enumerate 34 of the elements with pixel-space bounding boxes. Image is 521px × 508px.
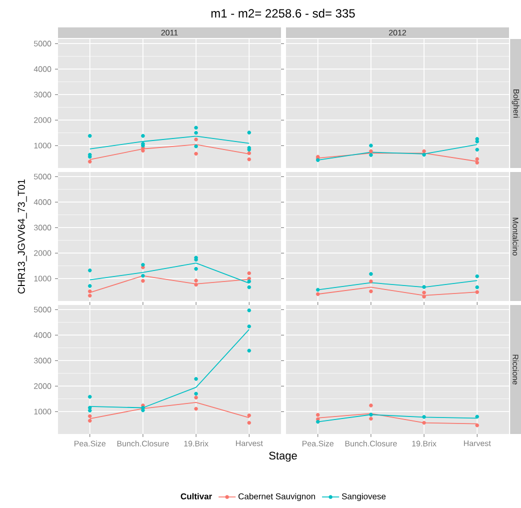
legend-label: Sangiovese <box>342 493 386 502</box>
chart-subtitle: 2011 <box>161 30 178 36</box>
y-tick-label: 4000 <box>34 332 52 338</box>
y-axis-title: CHR13_JGVV64_73_T01 <box>18 179 27 294</box>
legend-title: Cultivar <box>180 493 212 500</box>
y2-axis-title: Montalcino <box>512 218 519 256</box>
x-tick-label: Pea.Size <box>302 440 334 446</box>
x-tick-label: 19.Brix <box>184 440 208 446</box>
y-tick-label: 1000 <box>34 408 52 414</box>
legend-label: Cabernet Sauvignon <box>238 493 316 502</box>
y-tick-label: 4000 <box>34 66 52 72</box>
x-tick-label: Harvest <box>464 440 491 446</box>
x-tick-label: Pea.Size <box>74 440 106 446</box>
y-tick-label: 3000 <box>34 92 52 98</box>
y-tick-label: 3000 <box>34 224 52 230</box>
x-tick-label: 19.Brix <box>412 440 436 446</box>
x-axis-title: Stage <box>269 452 297 462</box>
chart-subtitle: 2012 <box>389 30 406 36</box>
y2-axis-title: Bolgheri <box>512 89 520 118</box>
x-tick-label: Harvest <box>236 440 263 446</box>
y-tick-label: 3000 <box>34 358 52 364</box>
y2-axis-title: Riccione <box>512 354 519 384</box>
y-tick-label: 5000 <box>34 174 52 180</box>
y-tick-label: 1000 <box>34 276 52 282</box>
x-tick-label: Bunch.Closure <box>345 440 397 446</box>
y-tick-label: 2000 <box>34 383 52 389</box>
y-tick-label: 5000 <box>34 306 52 312</box>
chart-title: m1 - m2= 2258.6 - sd= 335 <box>211 8 355 18</box>
y-tick-label: 1000 <box>34 142 52 148</box>
y-tick-label: 2000 <box>34 117 52 123</box>
x-tick-label: Bunch.Closure <box>117 440 169 446</box>
y-tick-label: 5000 <box>34 40 52 46</box>
y-tick-label: 4000 <box>34 199 52 205</box>
y-tick-label: 2000 <box>34 250 52 256</box>
